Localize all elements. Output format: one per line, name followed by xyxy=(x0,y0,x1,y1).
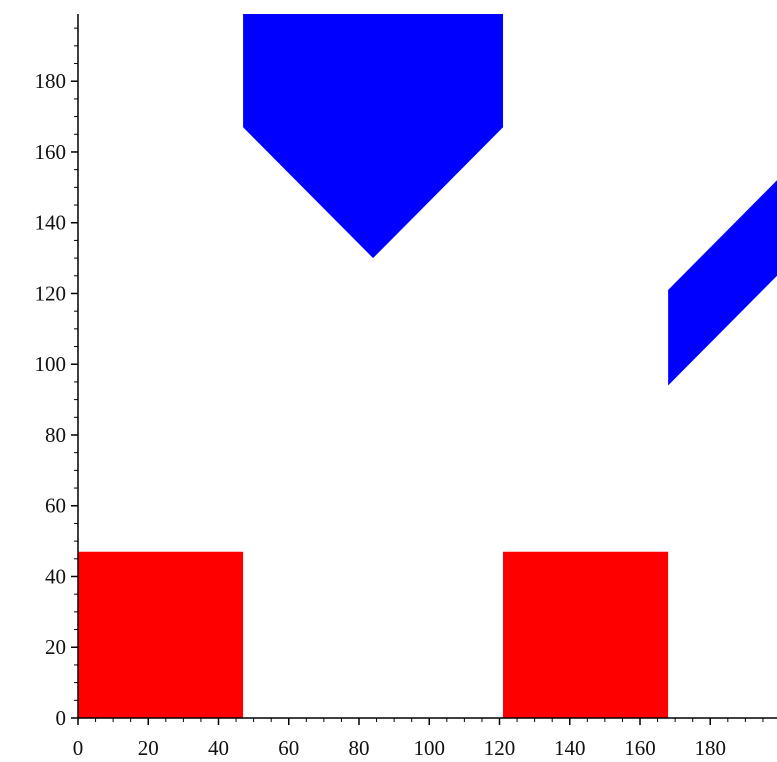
y-tick-label: 120 xyxy=(35,281,67,305)
y-tick-label: 0 xyxy=(56,706,67,730)
right-blue-parallelogram xyxy=(668,180,777,386)
x-tick-label: 0 xyxy=(73,736,84,760)
axis-ticks xyxy=(71,27,764,725)
top-blue-pentagon xyxy=(243,14,504,259)
right-red-rectangle xyxy=(503,551,669,718)
chart-axes xyxy=(77,14,777,719)
x-tick-label: 140 xyxy=(554,736,586,760)
x-tick-label: 100 xyxy=(414,736,446,760)
y-tick-label: 20 xyxy=(45,635,66,659)
tick-labels: 0 20 40 60 80 100 120 140 160 180 0 20 40 60 80 100 120 1… xyxy=(35,69,727,760)
y-tick-label: 100 xyxy=(35,352,67,376)
y-tick-label: 140 xyxy=(35,211,67,235)
x-tick-label: 60 xyxy=(278,736,299,760)
chart-shapes xyxy=(78,14,777,718)
y-tick-label: 160 xyxy=(35,140,67,164)
left-red-rectangle xyxy=(78,551,244,718)
x-tick-label: 80 xyxy=(349,736,370,760)
y-tick-label: 60 xyxy=(45,494,66,518)
x-tick-label: 20 xyxy=(138,736,159,760)
x-tick-label: 40 xyxy=(208,736,229,760)
y-tick-label: 180 xyxy=(35,69,67,93)
x-tick-label: 160 xyxy=(624,736,656,760)
x-tick-label: 120 xyxy=(484,736,516,760)
y-tick-label: 80 xyxy=(45,423,66,447)
y-tick-label: 40 xyxy=(45,564,66,588)
x-tick-label: 180 xyxy=(695,736,727,760)
